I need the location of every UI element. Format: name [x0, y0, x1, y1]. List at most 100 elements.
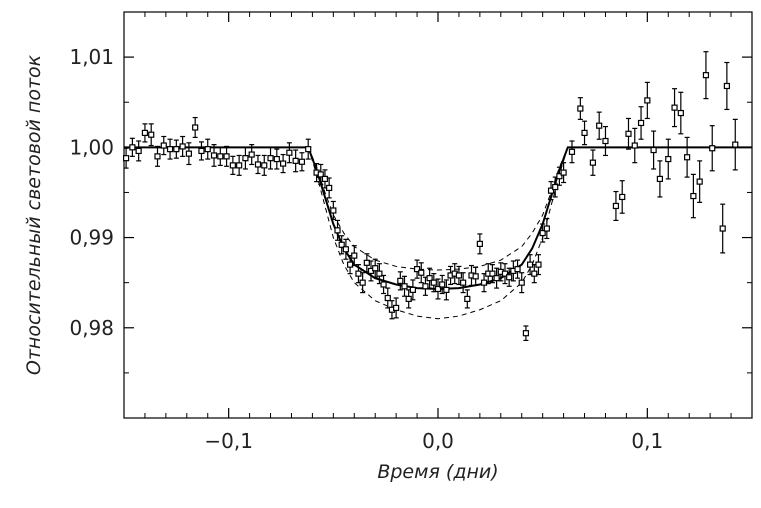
data-point [326, 184, 333, 192]
data-point [321, 175, 329, 183]
data-point [286, 149, 293, 156]
data-point [148, 131, 155, 138]
data-point [547, 187, 555, 194]
data-point [464, 295, 471, 303]
data-point [248, 151, 255, 158]
data-point [317, 171, 324, 178]
data-point [625, 130, 632, 137]
data-point [677, 109, 684, 117]
y-tick-label: 0,99 [69, 226, 114, 250]
data-point [439, 281, 446, 288]
data-point [261, 162, 268, 169]
data-point [405, 295, 412, 303]
data-point [305, 146, 312, 153]
model-curve [124, 146, 752, 290]
y-tick-label: 0,98 [69, 316, 114, 340]
data-point [376, 270, 383, 277]
data-point [413, 266, 421, 273]
data-point [122, 155, 130, 162]
data-point [644, 97, 651, 104]
data-point [472, 273, 479, 280]
data-point [254, 161, 262, 168]
data-point [135, 147, 142, 155]
data-point [393, 304, 400, 312]
data-point [192, 124, 199, 131]
data-point [154, 153, 161, 160]
data-point [141, 129, 149, 136]
x-axis-title: Время (дни) [377, 461, 498, 483]
data-point [298, 158, 306, 165]
plot-frame [123, 11, 753, 419]
data-point [380, 281, 387, 288]
data-point [443, 286, 450, 293]
data-point [531, 270, 538, 277]
data-point [434, 285, 442, 293]
data-point [552, 183, 559, 191]
data-point [709, 145, 716, 152]
data-point [460, 279, 467, 286]
x-tick-label: 0,0 [422, 429, 454, 453]
data-point [204, 146, 211, 153]
data-point [702, 72, 710, 79]
data-point [637, 119, 645, 127]
data-point [480, 279, 488, 286]
data-point [273, 155, 280, 163]
data-point [426, 275, 433, 282]
data-point [671, 104, 678, 111]
data-point [476, 240, 483, 247]
data-point [129, 144, 136, 151]
data-point [602, 137, 609, 145]
data-point [173, 146, 180, 153]
data-point [489, 270, 496, 277]
data-point [577, 105, 584, 112]
data-point [719, 225, 726, 232]
y-tick-label: 1,01 [69, 45, 114, 69]
data-point [166, 146, 174, 153]
x-tick-label: −0,1 [204, 429, 253, 453]
data-point [596, 122, 603, 129]
data-point [506, 274, 513, 281]
data-point [539, 229, 546, 237]
data-point [418, 269, 425, 276]
data-point [198, 147, 205, 155]
data-point [267, 155, 274, 162]
data-point [518, 279, 525, 286]
data-point [363, 259, 370, 266]
data-point [556, 173, 563, 180]
x-tick-label: 0,1 [631, 429, 663, 453]
data-point [338, 241, 345, 248]
data-point [229, 162, 236, 169]
data-point [665, 155, 672, 163]
data-point [612, 202, 620, 210]
data-point [684, 154, 691, 161]
data-point [346, 261, 354, 268]
data-point [723, 82, 730, 90]
data-point [292, 157, 299, 164]
data-point [397, 277, 404, 284]
data-point [422, 283, 429, 290]
data-point [619, 193, 626, 201]
data-point [455, 272, 463, 279]
data-point [160, 142, 167, 149]
data-point [384, 294, 391, 302]
data-point [279, 160, 287, 167]
data-point [355, 270, 362, 277]
data-point [210, 152, 218, 159]
data-point [690, 192, 697, 200]
y-tick-label: 1,00 [69, 135, 114, 159]
data-point [409, 286, 416, 293]
data-point [430, 279, 437, 286]
data-point [334, 227, 341, 234]
data-point [401, 283, 408, 290]
data-point [650, 146, 657, 154]
data-point [342, 246, 349, 253]
data-point [217, 153, 224, 160]
data-point [589, 159, 597, 166]
data-point [330, 207, 337, 214]
data-point [560, 169, 567, 176]
data-point [359, 279, 366, 286]
data-point [581, 129, 588, 136]
data-point [514, 266, 521, 273]
